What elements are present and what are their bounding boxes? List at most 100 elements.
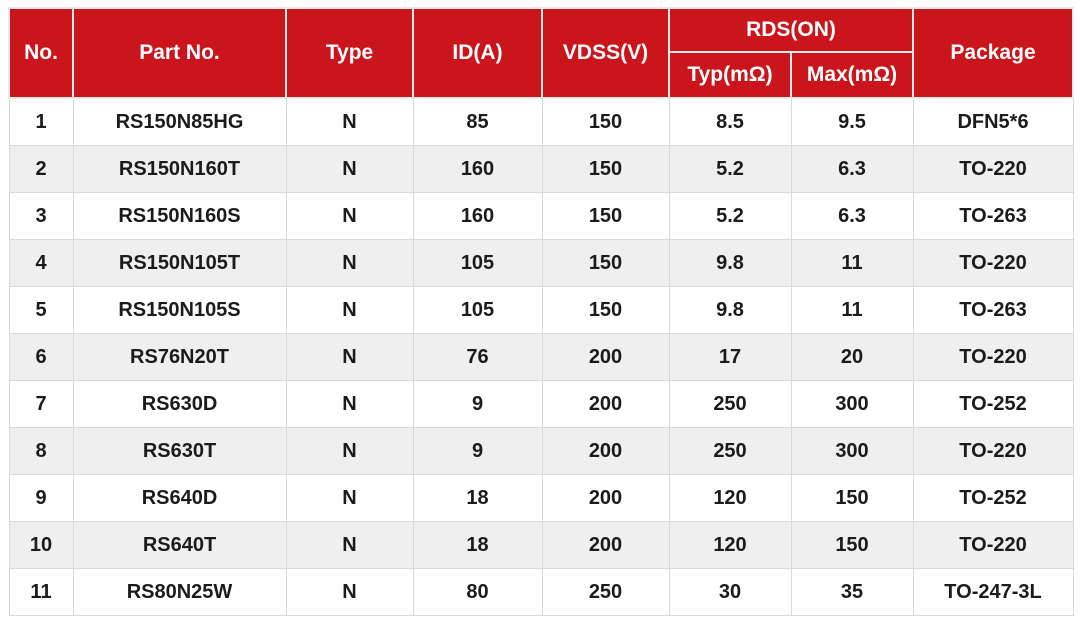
table-cell: 9.8	[668, 286, 792, 334]
table-cell: TO-263	[912, 192, 1074, 240]
table-cell: 200	[541, 333, 670, 381]
table-cell: 150	[541, 192, 670, 240]
table-cell: 8.5	[668, 97, 792, 146]
table-cell: TO-220	[912, 145, 1074, 193]
table-cell: 150	[790, 521, 914, 569]
col-header-rds-on: RDS(ON)	[667, 7, 915, 53]
table-cell: TO-263	[912, 286, 1074, 334]
table-cell: 105	[412, 239, 543, 287]
mosfet-product-table: No. Part No. Type ID(A) VDSS(V) RDS(ON) …	[8, 7, 1075, 616]
table-cell: 5.2	[668, 192, 792, 240]
table-cell: 150	[541, 286, 670, 334]
table-cell: 300	[790, 427, 914, 475]
table-cell: 200	[541, 474, 670, 522]
table-cell: 150	[790, 474, 914, 522]
col-header-type: Type	[285, 7, 414, 99]
table-cell: 4	[8, 239, 74, 287]
table-row: 1 RS150N85HG N 85 150 8.5 9.5 DFN5*6	[8, 97, 1074, 146]
table-cell: 80	[412, 568, 543, 616]
table-body: 1 RS150N85HG N 85 150 8.5 9.5 DFN5*6 2 RS150N160T…	[8, 97, 1074, 616]
table-row: 5 RS150N105S N 105 150 9.8 11 TO-263	[8, 286, 1074, 334]
table-cell: 76	[412, 333, 543, 381]
table-cell: TO-247-3L	[912, 568, 1074, 616]
table-cell: N	[285, 286, 414, 334]
table-cell: 17	[668, 333, 792, 381]
table-row: 9 RS640D N 18 200 120 150 TO-252	[8, 474, 1074, 522]
table-cell: 120	[668, 521, 792, 569]
table-row: 11 RS80N25W N 80 250 30 35 TO-247-3L	[8, 568, 1074, 616]
table-cell: 200	[541, 427, 670, 475]
table-row: 7 RS630D N 9 200 250 300 TO-252	[8, 380, 1074, 428]
table-cell: RS150N160T	[72, 145, 287, 193]
table-cell: 150	[541, 239, 670, 287]
table-cell: 150	[541, 145, 670, 193]
table-cell: TO-220	[912, 521, 1074, 569]
table-cell: N	[285, 97, 414, 146]
table-cell: TO-220	[912, 333, 1074, 381]
table-row: 10 RS640T N 18 200 120 150 TO-220	[8, 521, 1074, 569]
col-header-typ: Typ(mΩ)	[668, 51, 792, 99]
table-cell: N	[285, 333, 414, 381]
table-cell: 9	[8, 474, 74, 522]
table-cell: 5	[8, 286, 74, 334]
table-cell: 30	[668, 568, 792, 616]
table-header: No. Part No. Type ID(A) VDSS(V) RDS(ON) …	[8, 7, 1075, 99]
table-cell: 200	[541, 521, 670, 569]
table-cell: RS630D	[72, 380, 287, 428]
col-header-id-a: ID(A)	[412, 7, 543, 99]
table-cell: RS630T	[72, 427, 287, 475]
table-cell: TO-220	[912, 427, 1074, 475]
table-cell: 11	[790, 239, 914, 287]
table-cell: 150	[541, 97, 670, 146]
col-header-no: No.	[8, 7, 74, 99]
table-cell: N	[285, 145, 414, 193]
table-row: 2 RS150N160T N 160 150 5.2 6.3 TO-220	[8, 145, 1074, 193]
table-cell: 2	[8, 145, 74, 193]
table-cell: 85	[412, 97, 543, 146]
table-cell: 160	[412, 145, 543, 193]
table-row: 8 RS630T N 9 200 250 300 TO-220	[8, 427, 1074, 475]
table-cell: RS80N25W	[72, 568, 287, 616]
table-cell: 6.3	[790, 192, 914, 240]
table-cell: 9	[412, 427, 543, 475]
table-cell: 9.8	[668, 239, 792, 287]
table-cell: RS150N160S	[72, 192, 287, 240]
table-cell: 10	[8, 521, 74, 569]
table-cell: N	[285, 474, 414, 522]
table-cell: 11	[790, 286, 914, 334]
table-cell: N	[285, 427, 414, 475]
table-cell: 250	[541, 568, 670, 616]
table-cell: RS640T	[72, 521, 287, 569]
table-row: 6 RS76N20T N 76 200 17 20 TO-220	[8, 333, 1074, 381]
table-cell: 250	[668, 380, 792, 428]
table-cell: 300	[790, 380, 914, 428]
table-cell: N	[285, 239, 414, 287]
table-cell: 8	[8, 427, 74, 475]
table-cell: N	[285, 568, 414, 616]
table-cell: RS150N105S	[72, 286, 287, 334]
table-cell: 5.2	[668, 145, 792, 193]
table-cell: RS640D	[72, 474, 287, 522]
table-cell: N	[285, 192, 414, 240]
col-header-vdss: VDSS(V)	[541, 7, 670, 99]
table-cell: TO-252	[912, 380, 1074, 428]
table-cell: N	[285, 380, 414, 428]
col-header-max: Max(mΩ)	[789, 51, 915, 99]
table-cell: 9	[412, 380, 543, 428]
table-cell: RS150N105T	[72, 239, 287, 287]
table-cell: RS150N85HG	[72, 97, 287, 146]
table-cell: 250	[668, 427, 792, 475]
col-header-package: Package	[912, 7, 1075, 99]
col-header-part-no: Part No.	[72, 7, 287, 99]
table-cell: 18	[412, 521, 543, 569]
table-cell: 120	[668, 474, 792, 522]
table-cell: TO-252	[912, 474, 1074, 522]
table-cell: 105	[412, 286, 543, 334]
table-cell: 18	[412, 474, 543, 522]
table-cell: 200	[541, 380, 670, 428]
table-cell: 3	[8, 192, 74, 240]
table-row: 3 RS150N160S N 160 150 5.2 6.3 TO-263	[8, 192, 1074, 240]
table-cell: 35	[790, 568, 914, 616]
table-cell: 7	[8, 380, 74, 428]
